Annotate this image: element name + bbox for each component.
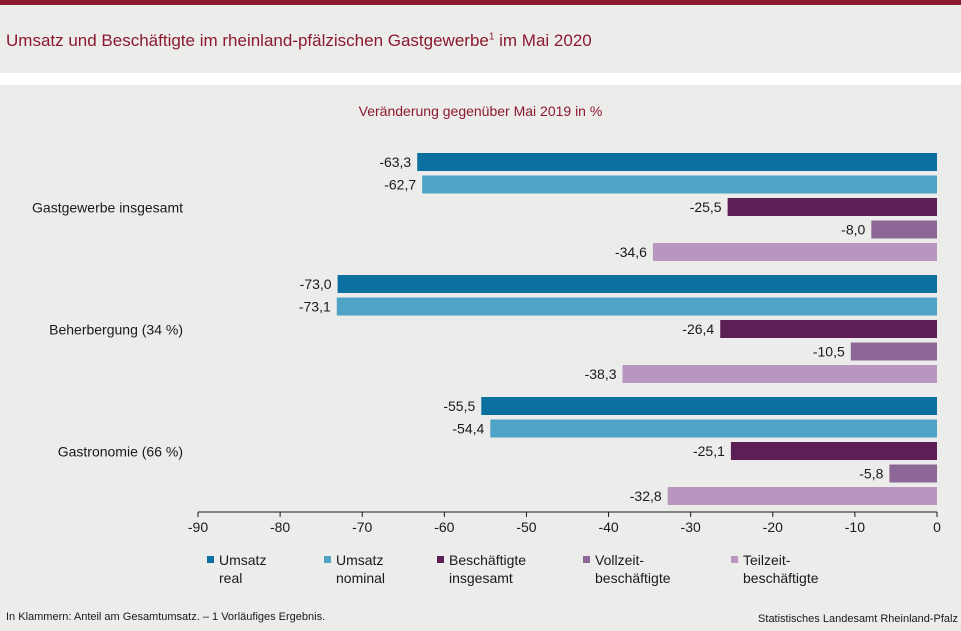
legend-swatch (731, 556, 738, 563)
bar (652, 243, 937, 261)
legend-label: Beschäftigte (449, 552, 526, 568)
x-tick-label: -10 (845, 519, 865, 535)
footnote: In Klammern: Anteil am Gesamtumsatz. – 1… (6, 611, 326, 623)
bar (422, 175, 937, 194)
bar (337, 275, 938, 293)
divider (0, 73, 961, 85)
data-label: -55,5 (443, 398, 475, 414)
x-tick-label: -90 (188, 519, 208, 535)
legend-label: beschäftigte (595, 570, 671, 586)
x-tick-label: -30 (681, 519, 701, 535)
bar (871, 220, 937, 239)
data-label: -26,4 (682, 321, 714, 337)
data-label: -10,5 (813, 344, 845, 360)
x-tick-label: -70 (352, 519, 372, 535)
category-label: Beherbergung (34 %) (49, 321, 183, 337)
x-tick-label: -60 (434, 519, 454, 535)
legend-label: nominal (336, 570, 385, 586)
bar (720, 320, 937, 338)
legend-swatch (207, 556, 214, 563)
title-bar: Umsatz und Beschäftigte im rheinland-pfä… (0, 5, 961, 73)
data-label: -62,7 (384, 177, 416, 193)
bar (622, 365, 937, 383)
legend-swatch (324, 556, 331, 563)
bar (727, 198, 937, 216)
bar (850, 342, 937, 361)
data-label: -73,1 (299, 299, 331, 315)
data-label: -34,6 (615, 244, 647, 260)
data-label: -63,3 (379, 154, 411, 170)
page-title: Umsatz und Beschäftigte im rheinland-pfä… (6, 31, 592, 50)
legend-label: Umsatz (336, 552, 383, 568)
data-label: -73,0 (300, 276, 332, 292)
bar (417, 153, 937, 171)
data-label: -54,4 (452, 421, 484, 437)
top-accent-bar (0, 0, 961, 5)
legend-label: beschäftigte (743, 570, 819, 586)
data-label: -25,1 (693, 443, 725, 459)
x-tick-label: -50 (516, 519, 536, 535)
legend-label: real (219, 570, 242, 586)
data-label: -8,0 (841, 222, 865, 238)
data-label: -5,8 (859, 466, 883, 482)
chart-subtitle: Veränderung gegenüber Mai 2019 in % (358, 103, 603, 119)
legend-label: Umsatz (219, 552, 266, 568)
category-label: Gastgewerbe insgesamt (32, 199, 183, 215)
category-label: Gastronomie (66 %) (58, 443, 183, 459)
legend-label: insgesamt (449, 570, 513, 586)
data-label: -25,5 (690, 199, 722, 215)
bar (481, 397, 937, 415)
x-tick-label: 0 (933, 519, 941, 535)
legend-label: Teilzeit- (743, 552, 791, 568)
bar (730, 442, 937, 460)
data-label: -32,8 (630, 488, 662, 504)
x-tick-label: -80 (270, 519, 290, 535)
legend-swatch (583, 556, 590, 563)
bar-chart: Gastgewerbe insgesamt -63,3 -62,7 -25,5 -8,0… (32, 153, 941, 586)
x-tick-label: -40 (598, 519, 618, 535)
bar (490, 419, 937, 438)
bar (667, 487, 937, 505)
source-note: Statistisches Landesamt Rheinland-Pfalz (758, 613, 958, 625)
chart-area: Veränderung gegenüber Mai 2019 in % Gast… (0, 85, 961, 631)
data-label: -38,3 (585, 366, 617, 382)
bar (336, 297, 937, 316)
legend-label: Vollzeit- (595, 552, 644, 568)
legend-swatch (437, 556, 444, 563)
bar (889, 464, 937, 483)
x-tick-label: -20 (763, 519, 783, 535)
